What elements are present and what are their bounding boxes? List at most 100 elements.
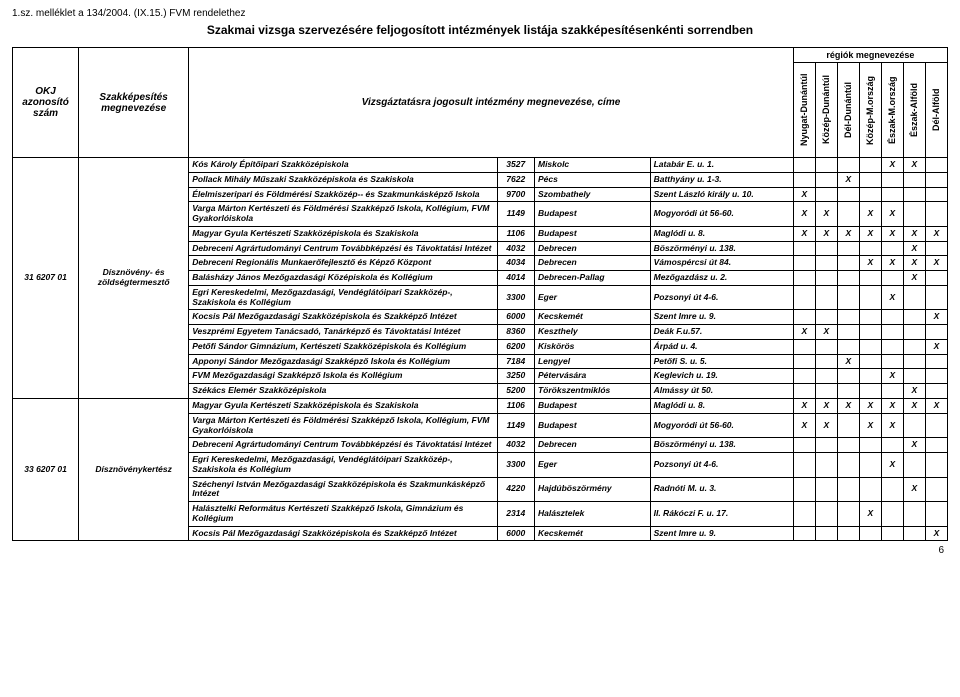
city-cell: Eger	[534, 453, 650, 478]
region-mark: X	[925, 226, 947, 241]
region-mark: X	[815, 413, 837, 438]
city-cell: Debrecen	[534, 438, 650, 453]
region-mark: X	[837, 399, 859, 414]
region-mark	[859, 477, 881, 502]
region-mark	[925, 187, 947, 202]
region-mark: X	[859, 399, 881, 414]
address-cell: II. Rákóczi F. u. 17.	[650, 502, 793, 527]
address-cell: Mogyoródi út 56-60.	[650, 202, 793, 227]
region-mark	[815, 271, 837, 286]
region-mark	[859, 453, 881, 478]
okj-cell: 33 6207 01	[13, 399, 79, 541]
region-mark	[903, 502, 925, 527]
region-mark: X	[903, 241, 925, 256]
region-mark: X	[815, 226, 837, 241]
address-cell: Maglódi u. 8.	[650, 399, 793, 414]
zip-cell: 3300	[497, 285, 534, 310]
institution-cell: Halásztelki Református Kertészeti Szakké…	[189, 502, 497, 527]
region-mark: X	[859, 256, 881, 271]
region-mark	[903, 369, 925, 384]
region-mark: X	[793, 202, 815, 227]
region-mark	[881, 477, 903, 502]
region-mark: X	[881, 285, 903, 310]
region-mark	[837, 241, 859, 256]
city-cell: Hajdúböszörmény	[534, 477, 650, 502]
table-row: 31 6207 01Dísznövény- és zöldségtermeszt…	[13, 158, 948, 173]
zip-cell: 6200	[497, 339, 534, 354]
zip-cell: 1106	[497, 226, 534, 241]
region-mark	[925, 453, 947, 478]
region-mark	[859, 158, 881, 173]
region-mark	[881, 172, 903, 187]
region-mark	[793, 438, 815, 453]
region-mark: X	[859, 202, 881, 227]
region-mark	[903, 187, 925, 202]
region-mark	[903, 453, 925, 478]
szak-cell: Dísznövény- és zöldségtermesztő	[79, 158, 189, 399]
region-mark	[837, 438, 859, 453]
region-mark: X	[903, 226, 925, 241]
region-mark	[837, 325, 859, 340]
region-mark	[837, 369, 859, 384]
city-cell: Kecskemét	[534, 526, 650, 541]
address-cell: Pozsonyi út 4-6.	[650, 285, 793, 310]
region-mark	[925, 325, 947, 340]
address-cell: Batthyány u. 1-3.	[650, 172, 793, 187]
city-cell: Kecskemét	[534, 310, 650, 325]
institution-cell: Kós Károly Építőipari Szakközépiskola	[189, 158, 497, 173]
region-mark	[793, 477, 815, 502]
city-cell: Kiskörös	[534, 339, 650, 354]
city-cell: Törökszentmiklós	[534, 384, 650, 399]
region-mark: X	[925, 256, 947, 271]
region-mark	[815, 477, 837, 502]
region-mark: X	[903, 256, 925, 271]
region-mark	[881, 325, 903, 340]
region-mark	[793, 339, 815, 354]
region-header: Dél-Dunántúl	[837, 63, 859, 158]
region-mark	[859, 241, 881, 256]
region-mark	[815, 285, 837, 310]
address-cell: Deák F.u.57.	[650, 325, 793, 340]
zip-cell: 2314	[497, 502, 534, 527]
institution-cell: Veszprémi Egyetem Tanácsadó, Tanárképző …	[189, 325, 497, 340]
region-mark	[837, 158, 859, 173]
institution-cell: Egri Kereskedelmi, Mezőgazdasági, Vendég…	[189, 453, 497, 478]
address-cell: Szent Imre u. 9.	[650, 526, 793, 541]
address-cell: Keglevich u. 19.	[650, 369, 793, 384]
region-mark	[837, 477, 859, 502]
institution-cell: Varga Márton Kertészeti és Földmérési Sz…	[189, 202, 497, 227]
region-mark: X	[903, 438, 925, 453]
city-cell: Budapest	[534, 202, 650, 227]
institution-cell: Debreceni Agrártudományi Centrum Továbbk…	[189, 438, 497, 453]
city-cell: Budapest	[534, 413, 650, 438]
main-table: OKJ azonosító szám Szakképesítés megneve…	[12, 47, 948, 541]
region-mark: X	[837, 354, 859, 369]
city-cell: Eger	[534, 285, 650, 310]
region-header: Dél-Alföld	[925, 63, 947, 158]
address-cell: Mogyoródi út 56-60.	[650, 413, 793, 438]
region-mark: X	[903, 399, 925, 414]
address-cell: Vámospércsi út 84.	[650, 256, 793, 271]
zip-cell: 3250	[497, 369, 534, 384]
city-cell: Keszthely	[534, 325, 650, 340]
city-cell: Miskolc	[534, 158, 650, 173]
region-mark	[859, 354, 881, 369]
region-mark	[793, 526, 815, 541]
region-mark	[859, 369, 881, 384]
institution-cell: FVM Mezőgazdasági Szakképző Iskola és Ko…	[189, 369, 497, 384]
city-cell: Budapest	[534, 226, 650, 241]
region-mark: X	[793, 226, 815, 241]
institution-cell: Székács Elemér Szakközépiskola	[189, 384, 497, 399]
szak-cell: Dísznövénykertész	[79, 399, 189, 541]
region-mark	[925, 172, 947, 187]
region-mark: X	[925, 526, 947, 541]
region-mark	[903, 413, 925, 438]
zip-cell: 8360	[497, 325, 534, 340]
region-mark: X	[925, 399, 947, 414]
institution-cell: Petőfi Sándor Gimnázium, Kertészeti Szak…	[189, 339, 497, 354]
region-mark	[837, 202, 859, 227]
region-mark	[903, 202, 925, 227]
region-mark	[881, 354, 903, 369]
region-mark	[815, 453, 837, 478]
city-cell: Lengyel	[534, 354, 650, 369]
